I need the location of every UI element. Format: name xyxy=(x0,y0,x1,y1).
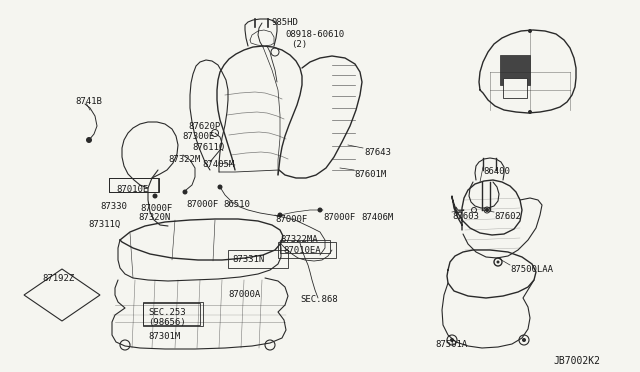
Text: 87611Q: 87611Q xyxy=(192,143,224,152)
Text: (2): (2) xyxy=(291,40,307,49)
Circle shape xyxy=(497,260,499,263)
Circle shape xyxy=(86,137,92,143)
Text: 87601M: 87601M xyxy=(354,170,387,179)
Text: 87603: 87603 xyxy=(452,212,479,221)
Bar xyxy=(228,250,288,268)
Text: 87311Q: 87311Q xyxy=(88,220,120,229)
Text: 87322M: 87322M xyxy=(168,155,200,164)
Text: 87000F: 87000F xyxy=(275,215,307,224)
Text: 87000F: 87000F xyxy=(186,200,218,209)
Circle shape xyxy=(218,185,223,189)
Text: 87406M: 87406M xyxy=(361,213,393,222)
Text: 87602: 87602 xyxy=(494,212,521,221)
Bar xyxy=(500,55,530,85)
Text: 87000F: 87000F xyxy=(323,213,355,222)
Text: 985HD: 985HD xyxy=(272,18,299,27)
Circle shape xyxy=(522,338,526,342)
Text: 87643: 87643 xyxy=(364,148,391,157)
Bar xyxy=(280,240,330,253)
Text: 87331N: 87331N xyxy=(232,255,264,264)
Text: 87620P: 87620P xyxy=(188,122,220,131)
Text: 87320N: 87320N xyxy=(138,213,170,222)
Text: 87010EA: 87010EA xyxy=(283,246,321,255)
Bar xyxy=(503,78,527,98)
Text: 08918-60610: 08918-60610 xyxy=(285,30,344,39)
Text: 87000A: 87000A xyxy=(228,290,260,299)
Circle shape xyxy=(152,193,157,199)
Text: 87405M: 87405M xyxy=(202,160,234,169)
Circle shape xyxy=(485,208,489,212)
Bar xyxy=(109,178,159,192)
Circle shape xyxy=(278,212,282,218)
Text: 87010E: 87010E xyxy=(116,185,148,194)
Text: 8741B: 8741B xyxy=(75,97,102,106)
Text: 87000F: 87000F xyxy=(140,204,172,213)
Circle shape xyxy=(450,338,454,342)
Circle shape xyxy=(528,110,532,114)
Text: 87322MA: 87322MA xyxy=(280,235,317,244)
Text: 86400: 86400 xyxy=(483,167,510,176)
Bar xyxy=(278,242,336,258)
Text: 87301M: 87301M xyxy=(148,332,180,341)
Circle shape xyxy=(182,189,188,195)
Text: SEC.868: SEC.868 xyxy=(300,295,338,304)
Text: 87501A: 87501A xyxy=(435,340,467,349)
Bar xyxy=(143,303,200,325)
Text: 86510: 86510 xyxy=(223,200,250,209)
Text: 87500LAA: 87500LAA xyxy=(510,265,553,274)
Bar xyxy=(143,302,203,326)
Circle shape xyxy=(528,29,532,33)
Bar xyxy=(109,178,158,192)
Text: 87192Z: 87192Z xyxy=(42,274,74,283)
Text: JB7002K2: JB7002K2 xyxy=(553,356,600,366)
Circle shape xyxy=(317,208,323,212)
Text: (98656): (98656) xyxy=(148,318,186,327)
Text: SEC.253: SEC.253 xyxy=(148,308,186,317)
Text: 87300E: 87300E xyxy=(182,132,214,141)
Text: 87330: 87330 xyxy=(100,202,127,211)
